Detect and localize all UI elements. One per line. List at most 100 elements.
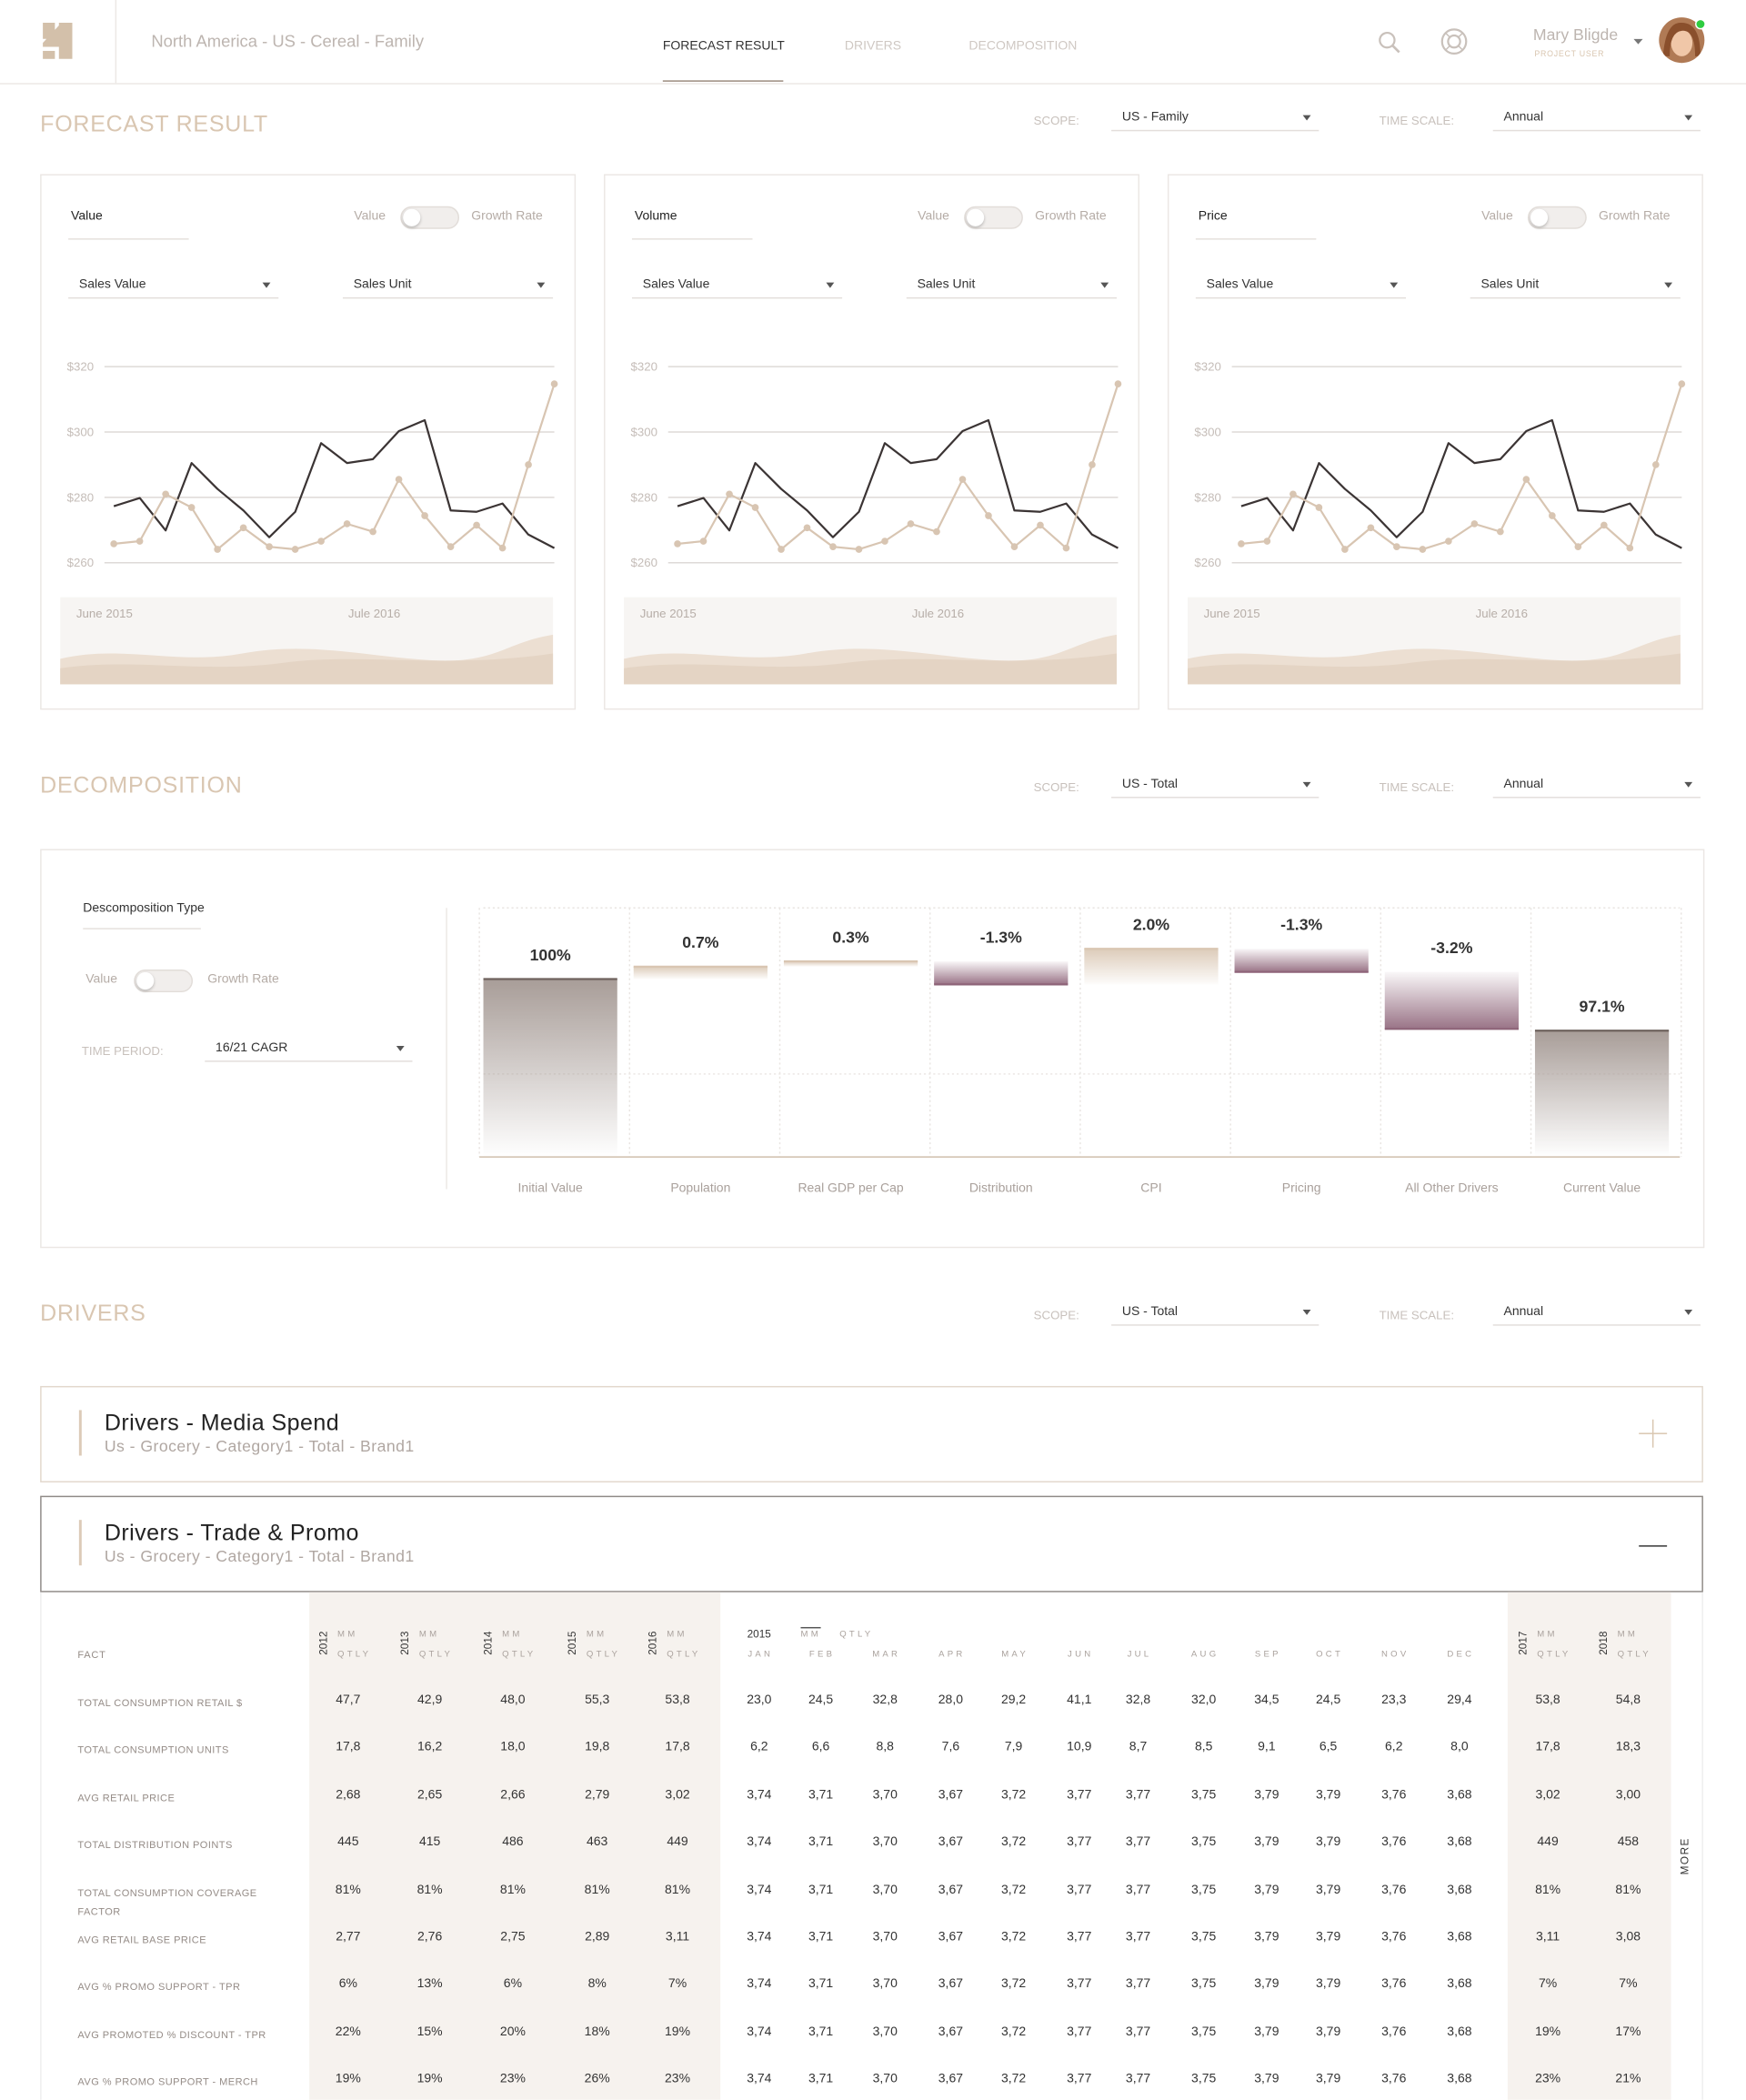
nav-tab-active[interactable]: FORECAST RESULT bbox=[662, 39, 785, 82]
granularity-toggle[interactable]: QTLY bbox=[667, 1649, 701, 1660]
time-scale-label: TIME SCALE: bbox=[1379, 780, 1455, 795]
user-name[interactable]: Mary Bligde bbox=[1532, 25, 1619, 45]
fact-label: AVG RETAIL BASE PRICE bbox=[77, 1934, 207, 1946]
nav-tab[interactable]: DECOMPOSITION bbox=[968, 38, 1078, 54]
period-dropdown[interactable]: 16/21 CAGR bbox=[205, 1040, 413, 1062]
table-cell: 22% bbox=[335, 2024, 361, 2040]
avatar[interactable] bbox=[1658, 16, 1709, 67]
accordion[interactable]: Drivers - Trade & Promo Us - Grocery - Ca… bbox=[40, 1495, 1703, 1593]
series-point bbox=[162, 490, 169, 498]
scope-dropdown[interactable]: US - Total bbox=[1111, 777, 1320, 799]
collapse-icon[interactable] bbox=[1639, 1529, 1668, 1558]
section-title: DRIVERS bbox=[40, 1300, 146, 1326]
value-label: 0.3% bbox=[832, 928, 869, 946]
series-point bbox=[803, 524, 811, 532]
granularity-toggle[interactable]: MM bbox=[1537, 1629, 1558, 1640]
toggle-switch[interactable] bbox=[1528, 206, 1587, 229]
series-point bbox=[187, 504, 196, 511]
granularity-toggle[interactable]: MM bbox=[418, 1629, 440, 1640]
metric-dropdown[interactable]: Sales Value bbox=[68, 277, 279, 299]
series-point bbox=[1652, 461, 1660, 468]
table-cell: 2,75 bbox=[500, 1929, 526, 1944]
fact-label: TOTAL CONSUMPTION RETAIL $ bbox=[77, 1696, 243, 1709]
logo[interactable] bbox=[40, 20, 77, 62]
table-cell: 3,71 bbox=[808, 1976, 834, 1993]
brush-wave bbox=[60, 653, 554, 685]
toggle-label: Growth Rate bbox=[1599, 208, 1671, 224]
toggle-switch[interactable] bbox=[134, 970, 194, 993]
scope-dropdown[interactable]: US - Total bbox=[1111, 1304, 1320, 1326]
table-cell: 3,72 bbox=[1000, 2072, 1027, 2087]
granularity-toggle[interactable]: QTLY bbox=[418, 1649, 454, 1660]
table-cell: 7,6 bbox=[941, 1740, 960, 1755]
table-cell: 445 bbox=[337, 1834, 359, 1850]
table-cell: 3,77 bbox=[1067, 2024, 1092, 2040]
granularity-toggle[interactable]: MM bbox=[502, 1629, 523, 1640]
month-label: SEP bbox=[1254, 1649, 1281, 1660]
metric-dropdown[interactable]: Sales Value bbox=[1195, 277, 1407, 299]
brush-label: Jule 2016 bbox=[912, 607, 964, 620]
table-cell: 55,3 bbox=[585, 1693, 610, 1708]
granularity-toggle[interactable]: MM bbox=[667, 1629, 687, 1640]
month-label: OCT bbox=[1316, 1649, 1344, 1660]
series-point bbox=[1341, 546, 1349, 553]
top-bar bbox=[0, 0, 1746, 85]
time-scale-dropdown[interactable]: Annual bbox=[1492, 1304, 1701, 1326]
nav-tab[interactable]: DRIVERS bbox=[844, 38, 902, 54]
table-cell: 3,70 bbox=[872, 2072, 898, 2087]
toggle-switch[interactable] bbox=[400, 206, 460, 229]
toggle-switch[interactable] bbox=[964, 206, 1023, 229]
granularity-toggle[interactable]: MM bbox=[337, 1629, 358, 1640]
table-cell: 3,72 bbox=[1000, 1787, 1027, 1803]
toggle-knob bbox=[136, 971, 155, 990]
scope-dropdown[interactable]: US - Family bbox=[1111, 110, 1320, 132]
metric-dropdown[interactable]: Sales Unit bbox=[1470, 277, 1681, 299]
more-button[interactable]: MORE bbox=[1679, 1837, 1691, 1875]
granularity-toggle[interactable]: QTLY bbox=[839, 1629, 874, 1640]
icon-bar bbox=[1651, 1419, 1654, 1448]
brush-label: June 2015 bbox=[1204, 607, 1260, 620]
y-tick-label: $320 bbox=[1194, 360, 1220, 374]
granularity-toggle[interactable]: QTLY bbox=[502, 1649, 537, 1660]
table-cell: 3,76 bbox=[1381, 1976, 1407, 1993]
granularity-toggle[interactable]: MM bbox=[586, 1629, 607, 1640]
granularity-toggle[interactable]: MM bbox=[800, 1626, 821, 1642]
category-label: Initial Value bbox=[518, 1180, 583, 1194]
table-cell: 8,0 bbox=[1450, 1740, 1469, 1755]
bar bbox=[1384, 971, 1519, 1030]
waterfall-chart: 100% Initial Value 0.7% Population 0.3% Real … bbox=[478, 907, 1682, 1194]
user-caret[interactable] bbox=[1633, 38, 1644, 47]
table-cell: 16,2 bbox=[417, 1740, 443, 1755]
table-cell: 3,79 bbox=[1315, 2024, 1341, 2040]
divider bbox=[115, 0, 117, 84]
granularity-toggle[interactable]: QTLY bbox=[1617, 1649, 1651, 1660]
table-cell: 415 bbox=[418, 1834, 441, 1850]
metric-dropdown[interactable]: Sales Unit bbox=[342, 277, 554, 299]
time-scale-dropdown[interactable]: Annual bbox=[1492, 110, 1701, 132]
table-cell: 3,77 bbox=[1067, 1976, 1092, 1993]
table-cell: 8,8 bbox=[876, 1740, 894, 1755]
granularity-toggle[interactable]: MM bbox=[1617, 1629, 1639, 1640]
table-cell: 3,70 bbox=[872, 1976, 898, 1993]
expand-icon[interactable] bbox=[1639, 1419, 1668, 1449]
fact-header: FACT bbox=[77, 1648, 106, 1661]
help-icon[interactable] bbox=[1440, 26, 1469, 55]
table-cell: 3,68 bbox=[1447, 1787, 1472, 1803]
value-label: 97.1% bbox=[1580, 998, 1625, 1016]
table-cell: 486 bbox=[502, 1834, 524, 1850]
table-cell: 3,71 bbox=[808, 2072, 834, 2087]
series-point bbox=[1263, 538, 1271, 545]
accordion[interactable]: Drivers - Media Spend Us - Grocery - Cate… bbox=[40, 1385, 1703, 1482]
granularity-toggle[interactable]: QTLY bbox=[1537, 1649, 1571, 1660]
table-cell: 3,00 bbox=[1615, 1787, 1641, 1803]
granularity-toggle[interactable]: QTLY bbox=[337, 1649, 372, 1660]
table-cell: 3,71 bbox=[808, 1834, 834, 1850]
table-cell: 3,77 bbox=[1125, 2072, 1151, 2087]
metric-dropdown[interactable]: Sales Unit bbox=[906, 277, 1117, 299]
metric-dropdown[interactable]: Sales Value bbox=[631, 277, 843, 299]
time-scale-dropdown[interactable]: Annual bbox=[1492, 777, 1701, 799]
table-cell: 3,77 bbox=[1067, 1787, 1092, 1803]
search-icon[interactable] bbox=[1377, 29, 1403, 55]
granularity-toggle[interactable]: QTLY bbox=[586, 1649, 621, 1660]
